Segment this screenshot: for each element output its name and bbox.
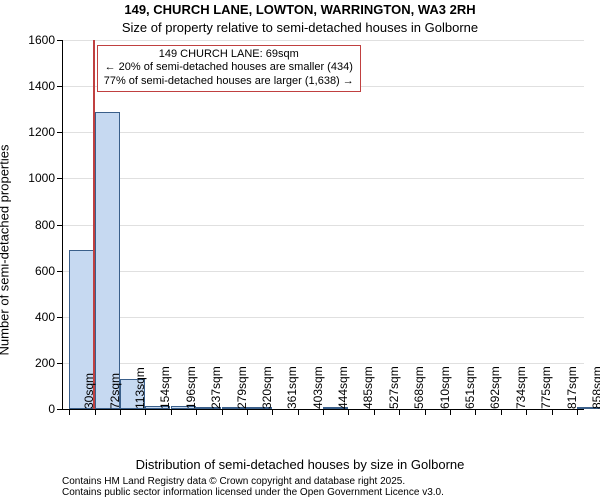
x-tick xyxy=(577,409,578,415)
footer-text: Contains HM Land Registry data © Crown c… xyxy=(62,476,444,498)
x-tick-label: 72sqm xyxy=(100,373,122,409)
x-tick xyxy=(145,409,146,415)
x-tick xyxy=(323,409,324,415)
x-tick-label: 403sqm xyxy=(303,366,325,409)
annotation-box: 149 CHURCH LANE: 69sqm← 20% of semi-deta… xyxy=(97,45,361,92)
x-tick xyxy=(247,409,248,415)
x-tick-label: 858sqm xyxy=(582,366,600,409)
grid-line xyxy=(63,225,584,226)
x-tick-label: 692sqm xyxy=(480,366,502,409)
x-tick-label: 113sqm xyxy=(125,367,147,409)
x-tick-label: 279sqm xyxy=(227,366,249,409)
x-tick xyxy=(475,409,476,415)
chart-title: 149, CHURCH LANE, LOWTON, WARRINGTON, WA… xyxy=(0,2,600,17)
grid-line xyxy=(63,132,584,133)
x-tick xyxy=(425,409,426,415)
grid-line xyxy=(63,363,584,364)
x-tick-label: 361sqm xyxy=(277,366,299,409)
x-tick-label: 196sqm xyxy=(176,366,198,409)
y-tick-label: 1200 xyxy=(28,125,63,139)
y-tick-label: 0 xyxy=(48,402,63,416)
y-tick-label: 200 xyxy=(35,356,63,370)
x-tick xyxy=(196,409,197,415)
x-tick xyxy=(399,409,400,415)
grid-line xyxy=(63,317,584,318)
x-tick xyxy=(69,409,70,415)
x-tick xyxy=(348,409,349,415)
plot-area: 0200400600800100012001400160030sqm72sqm1… xyxy=(62,40,584,410)
y-tick-label: 1600 xyxy=(28,33,63,47)
x-tick-label: 485sqm xyxy=(353,366,375,409)
x-tick-label: 237sqm xyxy=(201,366,223,409)
x-tick-label: 651sqm xyxy=(455,366,477,409)
x-tick xyxy=(552,409,553,415)
x-tick xyxy=(501,409,502,415)
x-tick-label: 568sqm xyxy=(404,366,426,409)
grid-line xyxy=(63,40,584,41)
footer-line-2: Contains public sector information licen… xyxy=(62,487,444,498)
x-tick-label: 775sqm xyxy=(531,366,553,409)
x-axis-label: Distribution of semi-detached houses by … xyxy=(0,457,600,472)
footer-line-1: Contains HM Land Registry data © Crown c… xyxy=(62,476,444,487)
highlight-line xyxy=(93,40,95,409)
x-tick xyxy=(222,409,223,415)
x-tick-label: 320sqm xyxy=(252,366,274,409)
x-tick-label: 817sqm xyxy=(557,366,579,409)
y-tick-label: 1400 xyxy=(28,79,63,93)
x-tick xyxy=(95,409,96,415)
annotation-line-3: 77% of semi-detached houses are larger (… xyxy=(104,75,354,89)
x-tick xyxy=(450,409,451,415)
x-tick xyxy=(272,409,273,415)
y-tick-label: 400 xyxy=(35,310,63,324)
chart-subtitle: Size of property relative to semi-detach… xyxy=(0,20,600,35)
y-tick-label: 600 xyxy=(35,264,63,278)
grid-line xyxy=(63,178,584,179)
grid-line xyxy=(63,271,584,272)
x-tick-label: 30sqm xyxy=(74,373,96,409)
y-tick-label: 800 xyxy=(35,218,63,232)
x-tick-label: 444sqm xyxy=(328,366,350,409)
x-tick-label: 734sqm xyxy=(506,366,528,409)
annotation-line-2: ← 20% of semi-detached houses are smalle… xyxy=(104,61,354,75)
histogram-bar xyxy=(95,112,120,410)
x-tick xyxy=(374,409,375,415)
x-tick xyxy=(298,409,299,415)
x-tick xyxy=(120,409,121,415)
x-tick-label: 610sqm xyxy=(430,366,452,409)
y-axis-label: Number of semi-detached properties xyxy=(0,145,12,356)
x-tick-label: 154sqm xyxy=(150,366,172,409)
y-tick-label: 1000 xyxy=(28,171,63,185)
annotation-line-1: 149 CHURCH LANE: 69sqm xyxy=(104,48,354,62)
x-tick xyxy=(171,409,172,415)
x-tick xyxy=(526,409,527,415)
x-tick-label: 527sqm xyxy=(379,366,401,409)
